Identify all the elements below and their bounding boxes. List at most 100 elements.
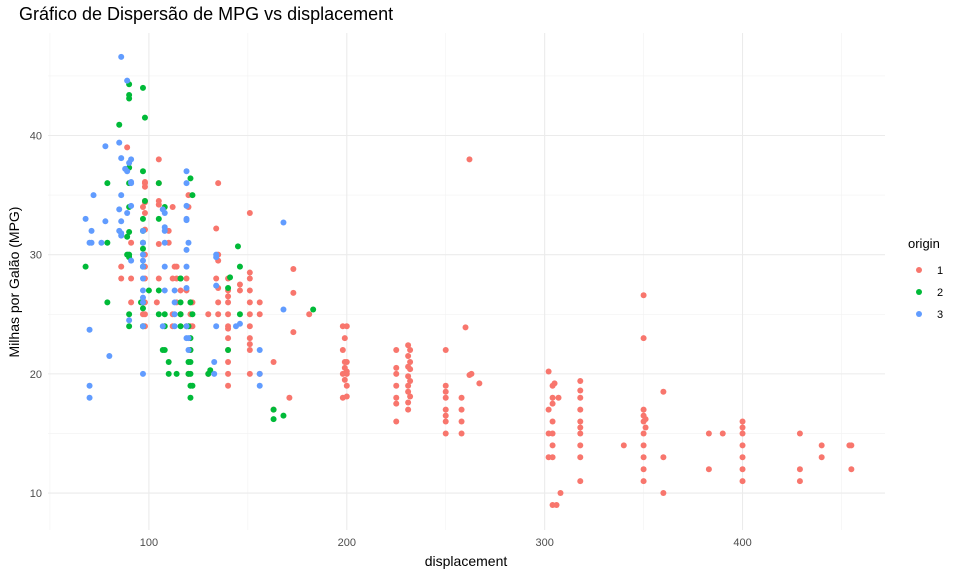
- point-origin-1: [256, 299, 263, 306]
- point-origin-3: [118, 232, 125, 239]
- point-origin-3: [185, 239, 192, 246]
- y-tick-labels: 10 20 30 40: [30, 130, 42, 500]
- point-origin-1: [246, 311, 253, 318]
- point-origin-1: [405, 388, 412, 395]
- point-origin-1: [549, 442, 556, 449]
- point-origin-1: [343, 323, 350, 330]
- point-origin-1: [169, 204, 176, 211]
- point-origin-3: [171, 299, 178, 306]
- point-origin-1: [640, 466, 647, 473]
- point-origin-1: [442, 412, 449, 419]
- y-tick-label: 10: [30, 488, 42, 500]
- point-origin-2: [165, 358, 172, 365]
- point-origin-2: [141, 198, 148, 205]
- point-origin-3: [183, 263, 190, 270]
- point-origin-1: [225, 335, 232, 342]
- point-origin-1: [290, 265, 297, 272]
- point-origin-3: [116, 206, 123, 213]
- point-origin-3: [86, 394, 93, 401]
- point-origin-2: [155, 311, 162, 318]
- y-axis-title: Milhas por Galão (MPG): [6, 207, 22, 358]
- point-origin-1: [246, 341, 253, 348]
- point-origin-1: [442, 388, 449, 395]
- point-origin-1: [660, 490, 667, 497]
- point-origin-1: [549, 501, 556, 508]
- point-origin-3: [128, 202, 135, 209]
- point-origin-1: [739, 442, 746, 449]
- point-origin-2: [187, 175, 194, 182]
- point-origin-1: [155, 240, 162, 247]
- point-origin-3: [82, 215, 89, 222]
- y-tick-label: 30: [30, 250, 42, 262]
- point-origin-3: [139, 370, 146, 377]
- point-origin-3: [126, 317, 133, 324]
- point-origin-3: [98, 239, 105, 246]
- point-origin-3: [159, 323, 166, 330]
- point-origin-3: [211, 370, 218, 377]
- point-origin-1: [407, 366, 414, 373]
- point-origin-1: [577, 387, 584, 394]
- point-origin-2: [145, 287, 152, 294]
- point-origin-3: [116, 227, 123, 234]
- point-origin-1: [246, 370, 253, 377]
- legend-label-1: 1: [937, 265, 943, 277]
- point-origin-1: [225, 311, 232, 318]
- point-origin-1: [705, 466, 712, 473]
- point-origin-1: [139, 311, 146, 318]
- point-origin-2: [116, 121, 123, 128]
- point-origin-1: [577, 418, 584, 425]
- point-origin-1: [458, 406, 465, 413]
- point-origin-1: [458, 418, 465, 425]
- point-origin-1: [290, 329, 297, 336]
- point-origin-1: [739, 424, 746, 431]
- point-origin-3: [102, 143, 109, 150]
- point-origin-2: [139, 305, 146, 312]
- point-origin-1: [141, 209, 148, 216]
- point-origin-1: [141, 183, 148, 190]
- point-origin-2: [234, 243, 241, 250]
- point-origin-1: [343, 382, 350, 389]
- point-origin-1: [545, 454, 552, 461]
- point-origin-3: [183, 168, 190, 175]
- point-origin-2: [126, 95, 133, 102]
- point-origin-1: [118, 275, 125, 282]
- point-origin-1: [407, 347, 414, 354]
- point-origin-3: [183, 202, 190, 209]
- point-origin-2: [104, 239, 111, 246]
- point-origin-1: [640, 430, 647, 437]
- point-origin-2: [82, 263, 89, 270]
- point-origin-1: [640, 442, 647, 449]
- point-origin-1: [458, 430, 465, 437]
- point-origin-1: [128, 275, 135, 282]
- point-origin-3: [213, 282, 220, 289]
- point-origin-3: [88, 239, 95, 246]
- point-origin-2: [139, 84, 146, 91]
- point-origin-1: [225, 325, 232, 332]
- x-tick-labels: 100 200 300 400: [140, 537, 752, 549]
- point-origin-1: [128, 239, 135, 246]
- point-origin-3: [139, 275, 146, 282]
- point-origin-3: [185, 347, 192, 354]
- point-origin-3: [236, 320, 243, 327]
- point-origin-3: [161, 227, 168, 234]
- point-origin-1: [545, 406, 552, 413]
- point-origin-1: [577, 478, 584, 485]
- point-origin-3: [159, 206, 166, 213]
- point-origin-1: [555, 394, 562, 401]
- point-origin-1: [405, 382, 412, 389]
- point-origin-1: [549, 400, 556, 407]
- point-origin-1: [660, 454, 667, 461]
- point-origin-1: [405, 352, 412, 359]
- point-origin-1: [246, 299, 253, 306]
- point-origin-1: [118, 263, 125, 270]
- x-tick-label: 100: [140, 537, 158, 549]
- point-origin-2: [165, 370, 172, 377]
- point-origin-1: [341, 364, 348, 371]
- x-tick-label: 300: [535, 537, 553, 549]
- point-origin-1: [213, 225, 220, 232]
- legend-key-3: [916, 311, 922, 317]
- grid-minor: [48, 33, 885, 530]
- point-origin-1: [577, 442, 584, 449]
- point-origin-1: [246, 323, 253, 330]
- point-origin-1: [393, 394, 400, 401]
